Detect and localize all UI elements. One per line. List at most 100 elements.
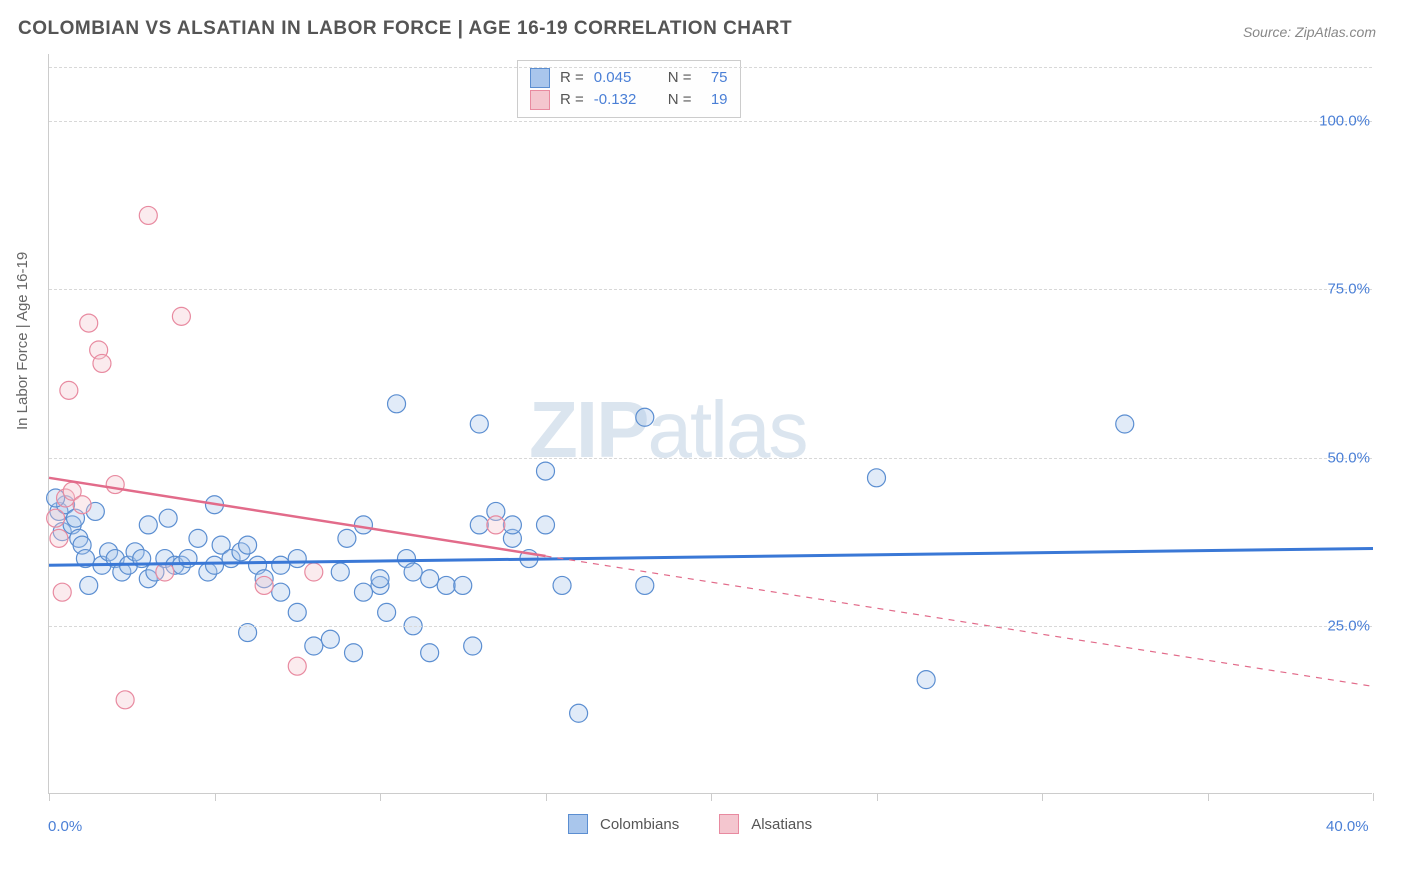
data-point (537, 462, 555, 480)
data-point (255, 576, 273, 594)
data-point (156, 563, 174, 581)
data-point (636, 576, 654, 594)
data-point (371, 570, 389, 588)
x-tick-label: 40.0% (1326, 818, 1369, 835)
legend-r-value: -0.132 (594, 89, 644, 111)
x-tick (215, 793, 216, 801)
plot-area: ZIPatlas R = 0.045N = 75R = -0.132N = 19 (48, 54, 1372, 794)
data-point (53, 583, 71, 601)
data-point (80, 576, 98, 594)
data-point (272, 556, 290, 574)
legend-series-label: Colombians (600, 816, 679, 833)
data-point (636, 408, 654, 426)
x-tick (49, 793, 50, 801)
data-point (50, 529, 68, 547)
legend-stat-row: R = -0.132 N = 19 (530, 89, 728, 111)
legend-r-value: 0.045 (594, 67, 644, 89)
data-point (378, 603, 396, 621)
x-tick (380, 793, 381, 801)
data-point (404, 563, 422, 581)
data-point (106, 476, 124, 494)
data-point (47, 509, 65, 527)
data-point (345, 644, 363, 662)
page-root: COLOMBIAN VS ALSATIAN IN LABOR FORCE | A… (0, 0, 1406, 892)
data-point (80, 314, 98, 332)
data-point (305, 637, 323, 655)
data-point (470, 415, 488, 433)
source-label: Source: ZipAtlas.com (1243, 24, 1376, 40)
legend-swatch (530, 90, 550, 110)
y-tick-label: 25.0% (1327, 617, 1370, 634)
x-tick (711, 793, 712, 801)
chart-title: COLOMBIAN VS ALSATIAN IN LABOR FORCE | A… (18, 18, 792, 40)
x-tick (1042, 793, 1043, 801)
data-point (139, 516, 157, 534)
gridline (49, 458, 1372, 459)
legend-series-label: Alsatians (751, 816, 812, 833)
data-point (868, 469, 886, 487)
data-point (354, 583, 372, 601)
plot-svg (49, 54, 1372, 793)
legend-swatch (568, 814, 588, 834)
data-point (206, 556, 224, 574)
data-point (331, 563, 349, 581)
data-point (570, 704, 588, 722)
data-point (537, 516, 555, 534)
legend-swatch (530, 68, 550, 88)
data-point (1116, 415, 1134, 433)
y-tick-label: 75.0% (1327, 281, 1370, 298)
legend-r-label: R = (560, 89, 584, 111)
data-point (421, 570, 439, 588)
data-point (159, 509, 177, 527)
data-point (421, 644, 439, 662)
gridline (49, 626, 1372, 627)
data-point (437, 576, 455, 594)
data-point (917, 671, 935, 689)
y-axis-label: In Labor Force | Age 16-19 (14, 252, 31, 430)
data-point (272, 583, 290, 601)
data-point (93, 354, 111, 372)
legend-n-label: N = (668, 67, 692, 89)
data-point (487, 516, 505, 534)
legend-stat-row: R = 0.045 N = 75 (530, 67, 728, 89)
legend-r-label: R = (560, 67, 584, 89)
x-tick (877, 793, 878, 801)
data-point (60, 381, 78, 399)
y-tick-label: 50.0% (1327, 449, 1370, 466)
x-tick-label: 0.0% (48, 818, 82, 835)
data-point (305, 563, 323, 581)
gridline (49, 289, 1372, 290)
data-point (239, 536, 257, 554)
legend-stats: R = 0.045 N = 75 R = -0.132 N = 19 (517, 60, 741, 118)
data-point (172, 307, 190, 325)
data-point (470, 516, 488, 534)
data-point (338, 529, 356, 547)
data-point (553, 576, 571, 594)
data-point (288, 550, 306, 568)
data-point (288, 603, 306, 621)
data-point (503, 516, 521, 534)
trend-line (49, 478, 546, 556)
gridline (49, 67, 1372, 68)
data-point (116, 691, 134, 709)
data-point (189, 529, 207, 547)
data-point (354, 516, 372, 534)
legend-n-value: 75 (702, 67, 728, 89)
y-tick-label: 100.0% (1319, 113, 1370, 130)
data-point (388, 395, 406, 413)
data-point (139, 206, 157, 224)
x-tick (546, 793, 547, 801)
x-tick (1373, 793, 1374, 801)
legend-n-value: 19 (702, 89, 728, 111)
legend-swatch (719, 814, 739, 834)
data-point (288, 657, 306, 675)
data-point (73, 496, 91, 514)
data-point (321, 630, 339, 648)
legend-series: Colombians Alsatians (568, 814, 840, 834)
x-tick (1208, 793, 1209, 801)
trend-line-dashed (546, 556, 1374, 686)
data-point (454, 576, 472, 594)
gridline (49, 121, 1372, 122)
legend-n-label: N = (668, 89, 692, 111)
data-point (464, 637, 482, 655)
